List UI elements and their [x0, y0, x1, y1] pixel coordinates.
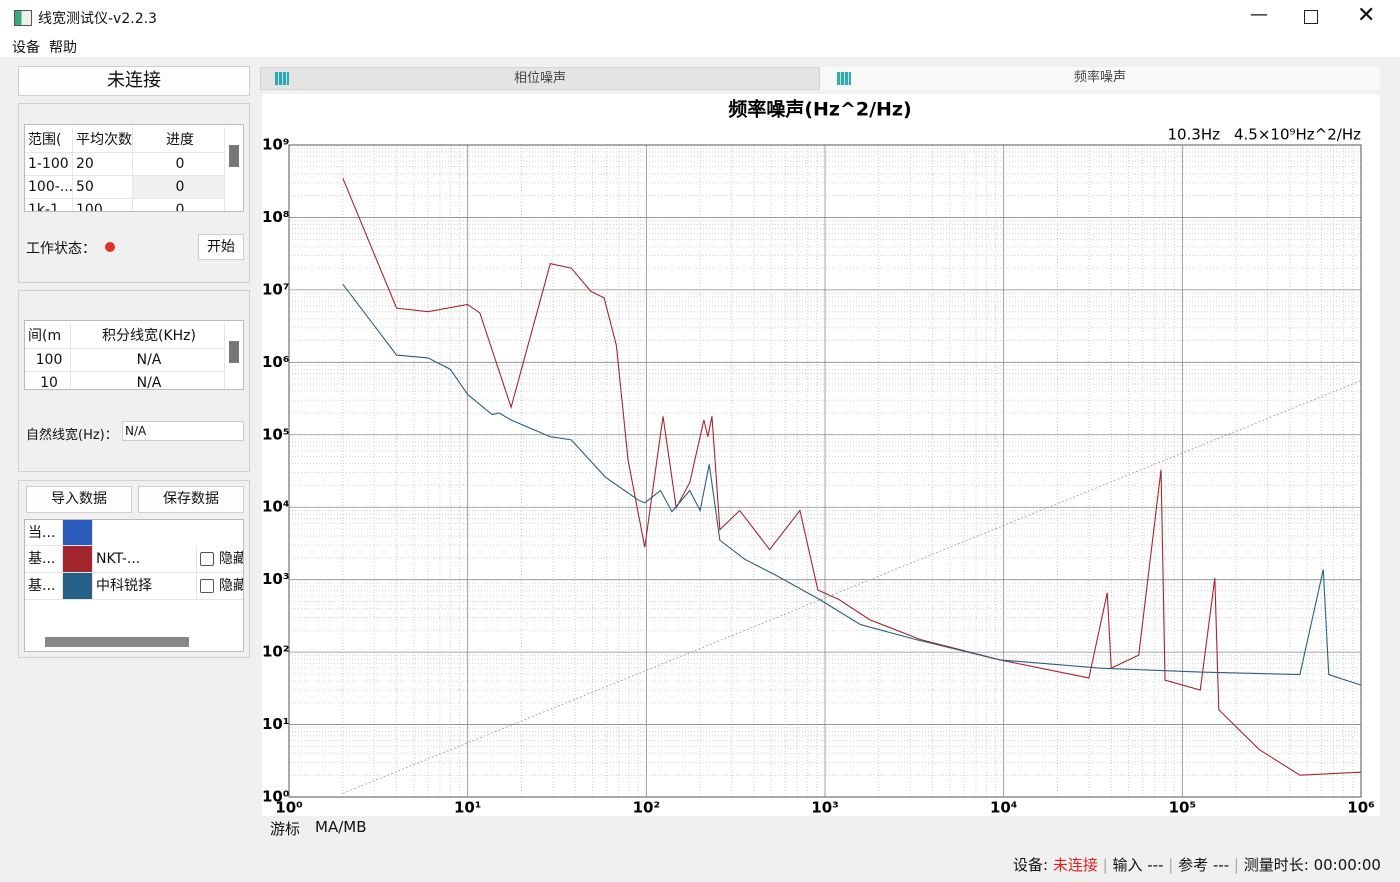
averaging-table: 范围( 平均次数 进度 1-100 20 0 100-... 50 0 1k-1…	[24, 124, 244, 212]
tab-label: 相位噪声	[513, 71, 566, 86]
window-title: 线宽测试仪-v2.2.3	[38, 11, 157, 27]
x-tick-label: 10¹	[454, 799, 481, 817]
x-tick-label: 10⁵	[1169, 799, 1196, 817]
table-cell: 基...	[25, 546, 63, 573]
color-swatch[interactable]	[63, 573, 93, 600]
series-name: 中科锐择	[93, 573, 197, 600]
table-cell: 0	[133, 153, 225, 176]
y-tick-label: 10⁴	[262, 498, 289, 516]
combo-box[interactable]: 100	[73, 199, 133, 211]
tab-label: 频率噪声	[1073, 70, 1126, 85]
table-cell: 1-100	[25, 153, 73, 176]
cursor-annotation: 10.3Hz	[1167, 126, 1220, 144]
y-tick-label: 10¹	[262, 715, 289, 733]
table-header: 间(m	[25, 323, 71, 349]
y-tick-label: 10⁰	[262, 788, 289, 806]
start-button[interactable]: 开始	[198, 234, 244, 260]
tab[interactable]: 频率噪声	[820, 67, 1380, 90]
status-input: 输入 ---	[1112, 856, 1164, 874]
series-line	[342, 177, 1362, 776]
table-cell: 1k-1...	[25, 199, 73, 211]
connect-button[interactable]: 未连接	[18, 66, 250, 96]
status-bar: 设备: 未连接 | 输入 --- | 参考 --- | 测量时长: 00:00:…	[1013, 856, 1381, 874]
table-header: 进度	[133, 127, 225, 153]
y-tick-label: 10³	[262, 570, 289, 588]
y-tick-label: 10⁸	[262, 208, 289, 226]
combo-box[interactable]: 50	[73, 176, 133, 199]
series-line	[342, 283, 1362, 686]
series-name: NKT-...	[93, 546, 197, 573]
table-header: 范围(	[25, 127, 73, 153]
cursor-annotation: 4.5×10⁹Hz^2/Hz	[1234, 126, 1361, 144]
menu-item[interactable]: 设备	[12, 40, 40, 56]
table-cell: 当...	[25, 520, 63, 546]
table-cell: N/A	[71, 349, 225, 372]
x-tick-label: 10⁶	[1347, 799, 1374, 817]
app-icon	[14, 10, 32, 26]
import-button[interactable]: 导入数据	[26, 486, 132, 513]
chart: 频率噪声(Hz^2/Hz) 10.3Hz 4.5×10⁹Hz^2/Hz 10⁰ 1…	[262, 94, 1380, 816]
table-cell: 0	[133, 199, 225, 211]
tab-icon	[275, 72, 289, 85]
y-tick-label: 10⁷	[262, 280, 289, 298]
hide-checkbox[interactable]: 隐藏	[197, 546, 243, 573]
device-state: 未连接	[1052, 856, 1098, 874]
x-tick-label: 10⁴	[990, 799, 1017, 817]
cursor-label: 游标	[270, 820, 301, 838]
linewidth-table: 间(m 积分线宽(KHz) 100 N/A 10 N/A	[24, 320, 244, 390]
natural-linewidth-label: 自然线宽(Hz)：	[26, 428, 118, 443]
save-button[interactable]: 保存数据	[138, 486, 244, 513]
scrollbar[interactable]	[229, 341, 239, 363]
status-label: 设备:	[1013, 856, 1049, 874]
work-status-label: 工作状态：	[26, 241, 96, 257]
combo-box[interactable]: 20	[73, 153, 133, 176]
table-cell: 100-...	[25, 176, 73, 199]
maximize-button[interactable]	[1304, 10, 1318, 24]
status-indicator	[105, 242, 115, 252]
scrollbar[interactable]	[229, 145, 239, 167]
y-tick-label: 10⁶	[262, 353, 289, 371]
table-cell: 0	[133, 176, 225, 199]
table-cell: N/A	[71, 372, 225, 389]
y-tick-label: 10²	[262, 643, 289, 661]
status-duration: 测量时长: 00:00:00	[1243, 856, 1381, 874]
x-tick-label: 10³	[811, 799, 838, 817]
table-header: 平均次数	[73, 127, 133, 153]
status-reference: 参考 ---	[1178, 856, 1230, 874]
checkbox[interactable]	[200, 579, 214, 593]
data-table: 当... 基... NKT-... 隐藏 基... 中科锐择 隐藏	[24, 519, 244, 652]
table-header: 积分线宽(KHz)	[71, 323, 225, 349]
tab-icon	[837, 72, 851, 85]
table-cell: 100	[25, 349, 71, 372]
color-swatch[interactable]	[63, 520, 93, 546]
y-tick-label: 10⁵	[262, 425, 289, 443]
title-bar: 线宽测试仪-v2.2.3 — ✕	[0, 0, 1400, 35]
x-tick-label: 10⁰	[275, 799, 302, 817]
scrollbar[interactable]	[45, 637, 189, 647]
plot-frame	[288, 144, 1362, 798]
menu-item[interactable]: 帮助	[49, 40, 77, 56]
tab[interactable]: 相位噪声	[260, 67, 820, 90]
table-cell: 10	[25, 372, 71, 389]
color-swatch[interactable]	[63, 546, 93, 573]
y-tick-label: 10⁹	[262, 136, 289, 154]
menu-bar: 设备 帮助	[0, 35, 1400, 57]
table-cell: 基...	[25, 573, 63, 600]
chart-title: 频率噪声(Hz^2/Hz)	[728, 98, 911, 121]
minimize-button[interactable]: —	[1250, 4, 1268, 25]
x-tick-label: 10²	[633, 799, 660, 817]
reference-line	[342, 380, 1362, 794]
cursor-value: MA/MB	[315, 818, 367, 836]
checkbox[interactable]	[200, 552, 214, 566]
natural-linewidth-input[interactable]: N/A	[122, 421, 244, 441]
chart-background	[262, 94, 1380, 816]
hide-checkbox[interactable]: 隐藏	[197, 573, 243, 600]
close-button[interactable]: ✕	[1357, 3, 1376, 28]
